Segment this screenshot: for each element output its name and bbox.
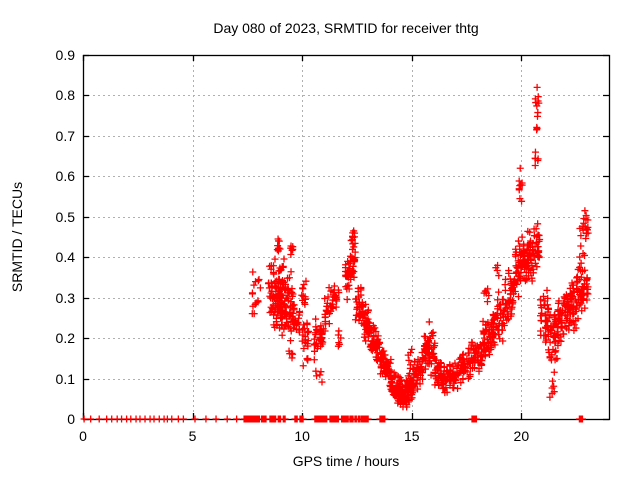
y-tick-label-0.6: 0.6: [55, 168, 75, 185]
x-tick-label-10: 10: [294, 428, 310, 444]
chart-title: Day 080 of 2023, SRMTID for receiver tht…: [213, 20, 479, 36]
y-axis-label: SRMTID / TECUs: [9, 181, 25, 293]
y-tick-label-0.3: 0.3: [55, 289, 75, 306]
y-tick-label-0.8: 0.8: [55, 87, 75, 104]
y-tick-label-0.2: 0.2: [55, 330, 75, 347]
y-tick-label-0.4: 0.4: [55, 249, 75, 266]
y-tick-label-0.9: 0.9: [55, 47, 75, 63]
y-tick-label-0.7: 0.7: [55, 127, 75, 144]
x-tick-label-0: 0: [79, 428, 87, 444]
x-tick-label-15: 15: [403, 428, 420, 444]
y-tick-label-0.5: 0.5: [55, 208, 75, 225]
y-tick-label-0.1: 0.1: [55, 370, 75, 387]
x-tick-label-5: 5: [188, 428, 197, 444]
x-axis-label: GPS time / hours: [292, 453, 400, 469]
x-tick-label-20: 20: [513, 428, 530, 444]
y-tick-label-0: 0: [67, 411, 75, 427]
